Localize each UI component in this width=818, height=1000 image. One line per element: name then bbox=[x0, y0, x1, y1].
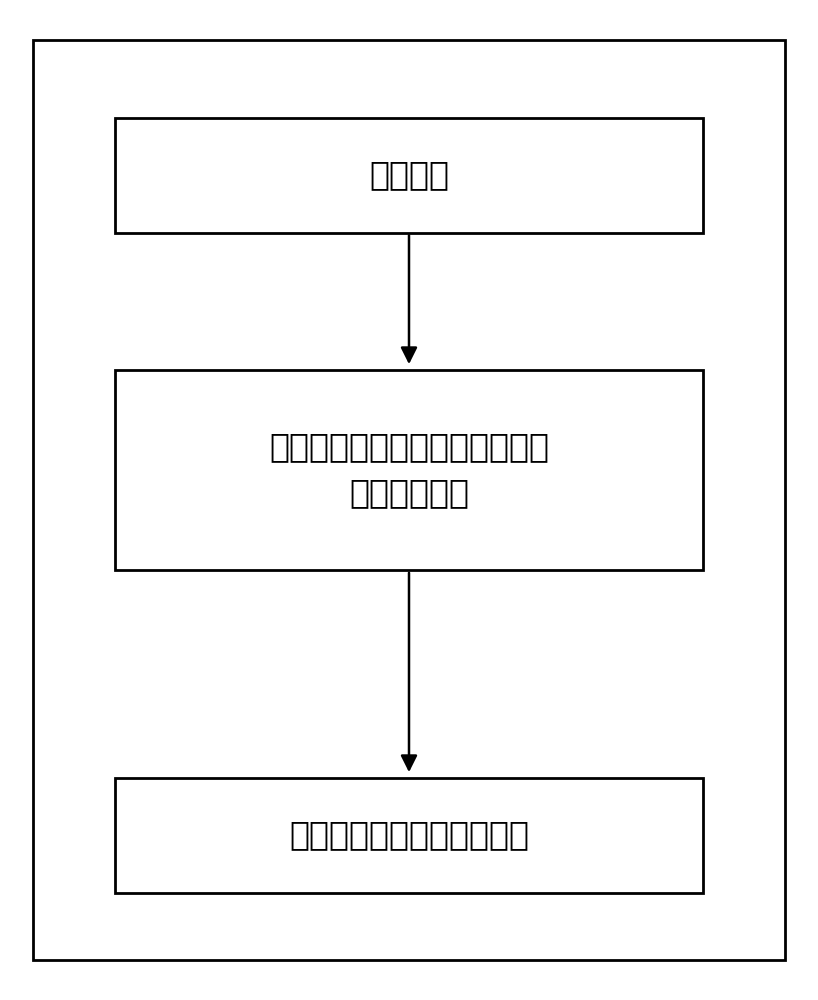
Text: 集中控制频谱感知所获得的家庭
基站位置信息: 集中控制频谱感知所获得的家庭 基站位置信息 bbox=[269, 430, 549, 510]
Text: 计算相邻家庭基站间的距离: 计算相邻家庭基站间的距离 bbox=[289, 818, 529, 852]
Text: 频谱感知: 频谱感知 bbox=[369, 158, 449, 192]
Bar bbox=[115, 370, 703, 570]
Bar bbox=[115, 117, 703, 232]
Bar bbox=[115, 778, 703, 892]
